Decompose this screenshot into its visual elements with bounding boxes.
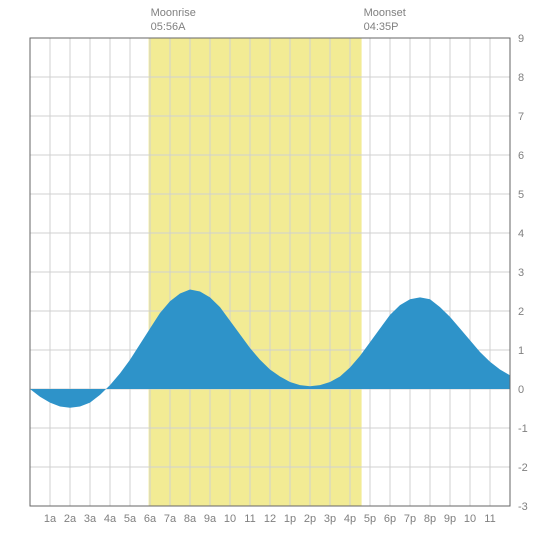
x-tick-label: 6a xyxy=(144,513,157,525)
y-tick-label: 8 xyxy=(518,72,524,84)
y-tick-label: -2 xyxy=(518,462,528,474)
x-tick-label: 10 xyxy=(464,513,476,525)
x-tick-label: 3p xyxy=(324,513,336,525)
y-tick-label: -3 xyxy=(518,501,528,513)
x-tick-label: 7p xyxy=(404,513,416,525)
x-tick-label: 6p xyxy=(384,513,396,525)
x-tick-label: 9p xyxy=(444,513,456,525)
y-tick-label: 5 xyxy=(518,189,524,201)
y-tick-label: 7 xyxy=(518,111,524,123)
x-tick-label: 3a xyxy=(84,513,97,525)
y-tick-label: 6 xyxy=(518,150,524,162)
y-axis-labels: -3 -2 -1 0 1 2 3 4 5 6 7 8 9 xyxy=(518,33,528,513)
x-tick-label: 11 xyxy=(484,513,495,525)
x-tick-label: 11 xyxy=(244,513,255,525)
moonset-annotation: Moonset 04:35P xyxy=(364,6,406,35)
y-tick-label: 0 xyxy=(518,384,524,396)
moonset-title: Moonset xyxy=(364,6,406,20)
x-tick-label: 5p xyxy=(364,513,376,525)
y-tick-label: 9 xyxy=(518,33,524,45)
tide-chart: 1a2a3a4a5a6a7a8a9a1011121p2p3p4p5p6p7p8p… xyxy=(0,0,550,550)
x-tick-label: 4a xyxy=(104,513,117,525)
x-tick-label: 7a xyxy=(164,513,177,525)
x-tick-label: 12 xyxy=(264,513,276,525)
x-tick-label: 8a xyxy=(184,513,197,525)
x-tick-label: 1p xyxy=(284,513,296,525)
moonrise-annotation: Moonrise 05:56A xyxy=(151,6,196,35)
y-tick-label: 4 xyxy=(518,228,524,240)
moonset-time: 04:35P xyxy=(364,20,406,34)
x-tick-label: 9a xyxy=(204,513,217,525)
x-tick-label: 2a xyxy=(64,513,77,525)
x-tick-label: 4p xyxy=(344,513,356,525)
y-tick-label: 1 xyxy=(518,345,524,357)
x-tick-label: 5a xyxy=(124,513,137,525)
x-axis-labels: 1a 2a 3a 4a 5a 6a 7a 8a 9a 10 11 12 1p 2p 3p 4p 5p 6p 7p 8p… xyxy=(44,513,496,525)
moonrise-title: Moonrise xyxy=(151,6,196,20)
x-tick-label: 1a xyxy=(44,513,57,525)
moonrise-time: 05:56A xyxy=(151,20,196,34)
x-tick-label: 10 xyxy=(224,513,236,525)
x-tick-label: 2p xyxy=(304,513,316,525)
y-tick-label: -1 xyxy=(518,423,528,435)
y-tick-label: 2 xyxy=(518,306,524,318)
x-tick-label: 8p xyxy=(424,513,436,525)
y-tick-label: 3 xyxy=(518,267,524,279)
